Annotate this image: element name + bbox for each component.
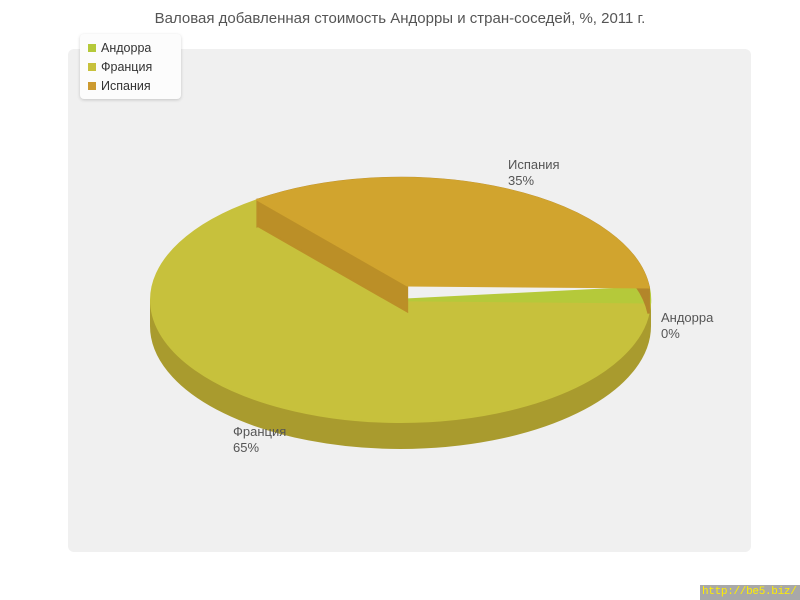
svg-text:Испания: Испания	[508, 157, 560, 172]
svg-text:Андорра: Андорра	[661, 310, 714, 325]
svg-text:0%: 0%	[661, 326, 680, 341]
svg-text:Франция: Франция	[233, 424, 286, 439]
svg-text:65%: 65%	[233, 440, 259, 455]
svg-text:35%: 35%	[508, 173, 534, 188]
